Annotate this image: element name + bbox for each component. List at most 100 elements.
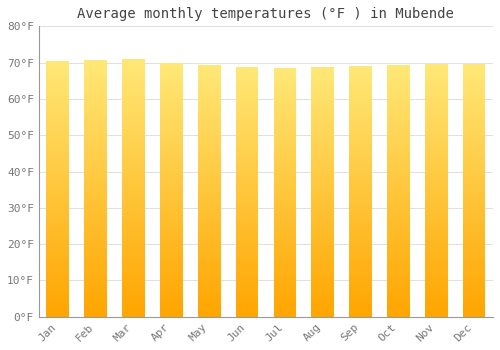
Bar [425,197,448,200]
Bar [425,184,448,187]
Bar [84,198,107,201]
Bar [46,93,69,96]
Bar [236,239,258,242]
Bar [122,136,145,140]
Bar [160,111,182,114]
Bar [84,233,107,237]
Bar [274,133,296,136]
Bar [198,225,220,229]
Bar [274,276,296,280]
Bar [312,307,334,310]
Bar [122,314,145,317]
Bar [122,85,145,88]
Bar [122,159,145,162]
Bar [122,140,145,143]
Bar [160,215,182,219]
Bar [387,292,410,295]
Bar [349,191,372,195]
Bar [46,109,69,112]
Bar [236,135,258,139]
Bar [425,137,448,140]
Bar [387,232,410,235]
Bar [160,260,182,263]
Bar [349,82,372,85]
Bar [122,117,145,120]
Bar [274,282,296,286]
Bar [46,125,69,128]
Bar [312,164,334,167]
Bar [274,152,296,155]
Bar [122,114,145,117]
Bar [122,88,145,91]
Bar [84,307,107,310]
Bar [160,263,182,266]
Bar [84,73,107,76]
Bar [46,269,69,272]
Bar [198,68,220,71]
Bar [312,70,334,74]
Bar [46,141,69,144]
Bar [349,144,372,147]
Bar [463,71,485,74]
Bar [425,209,448,212]
Bar [122,133,145,136]
Bar [312,96,334,98]
Bar [425,203,448,206]
Bar [425,86,448,89]
Bar [349,216,372,219]
Bar [349,128,372,132]
Bar [160,174,182,177]
Bar [387,84,410,87]
Bar [160,234,182,238]
Bar [387,112,410,116]
Bar [349,292,372,295]
Bar [463,74,485,77]
Bar [425,244,448,247]
Bar [84,92,107,95]
Bar [46,131,69,134]
Bar [425,146,448,149]
Bar [160,105,182,108]
Bar [236,76,258,79]
Bar [236,204,258,207]
Bar [84,262,107,265]
Bar [46,259,69,262]
Bar [46,182,69,186]
Bar [463,282,485,285]
Bar [84,134,107,137]
Bar [198,254,220,257]
Bar [236,276,258,279]
Bar [349,176,372,179]
Bar [122,291,145,294]
Bar [160,85,182,89]
Bar [236,201,258,204]
Bar [160,102,182,105]
Bar [122,246,145,249]
Bar [349,94,372,97]
Bar [312,254,334,258]
Bar [122,98,145,101]
Bar [236,104,258,107]
Bar [349,210,372,213]
Bar [425,121,448,124]
Bar [349,310,372,314]
Bar [122,272,145,275]
Bar [122,211,145,214]
Bar [387,144,410,147]
Bar [46,173,69,176]
Bar [236,189,258,192]
Bar [46,237,69,240]
Bar [122,185,145,188]
Bar [349,163,372,166]
Bar [236,217,258,220]
Bar [84,163,107,166]
Bar [387,204,410,207]
Bar [312,173,334,176]
Bar [46,134,69,138]
Bar [463,210,485,213]
Bar [274,199,296,202]
Bar [387,266,410,270]
Bar [463,203,485,206]
Bar [160,63,182,66]
Bar [84,66,107,70]
